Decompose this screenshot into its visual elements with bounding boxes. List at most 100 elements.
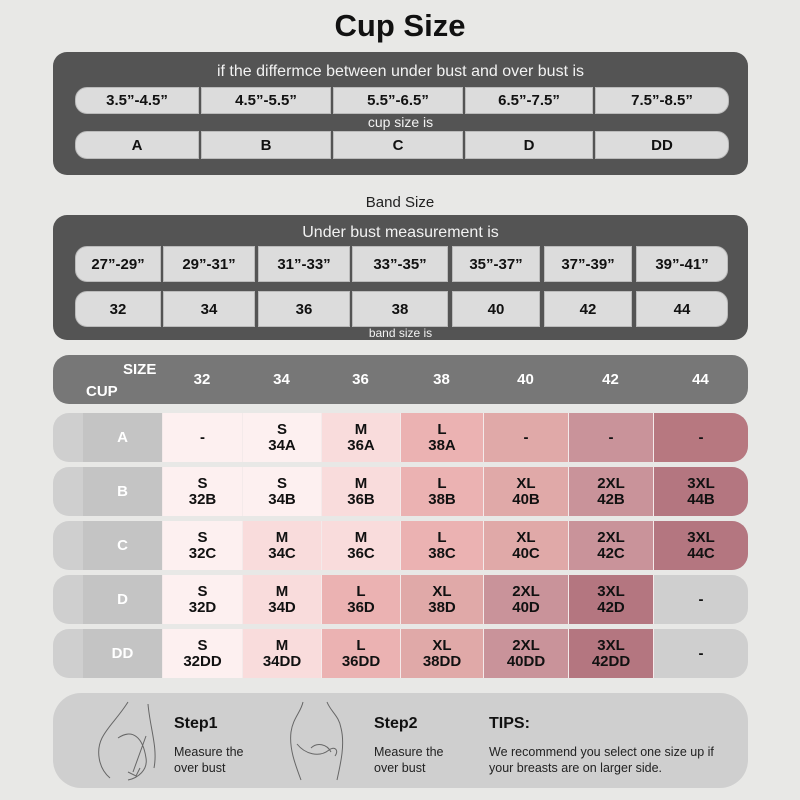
size-letter: L	[437, 474, 447, 492]
column-header-34: 34	[273, 371, 290, 388]
cup-panel-sub: cup size is	[367, 114, 434, 130]
table-row: DD S 32DD M 34DD L 36DD XL 38DD 2XL 40DD 3XL 42DD -	[53, 629, 748, 678]
size-letter: XL	[516, 528, 536, 546]
band-number-chip: 40	[452, 291, 540, 327]
size-code: 38A	[428, 436, 456, 454]
size-letter: M	[275, 582, 289, 600]
band-range-chip: 29”-31”	[163, 246, 255, 282]
band-number-chip: 34	[163, 291, 255, 327]
tips-text-line2: your breasts are on larger side.	[489, 761, 663, 775]
size-letter: M	[354, 528, 368, 546]
band-number-chip: 44	[636, 291, 728, 327]
size-cell: 3XL 44B	[653, 467, 748, 516]
table-row: A - S 34A M 36A L 38A - - -	[53, 413, 748, 462]
cup-range-chip: 4.5”-5.5”	[201, 87, 331, 114]
measure-bust-illustration-icon	[290, 701, 344, 781]
size-letter: -	[608, 428, 614, 446]
cup-label: DD	[83, 629, 162, 678]
cup-header-label: CUP	[86, 383, 118, 400]
size-code: 34D	[268, 598, 296, 616]
column-header-44: 44	[692, 371, 709, 388]
tips-text-line1: We recommend you select one size up if	[489, 745, 714, 759]
size-letter: M	[354, 474, 368, 492]
size-letter: 3XL	[597, 636, 625, 654]
measurement-instructions: Step1 Measure the over bust Step2 Measur…	[53, 693, 748, 788]
size-cell: -	[653, 629, 748, 678]
size-cell: 2XL 40D	[483, 575, 568, 624]
measure-over-bust-illustration-icon	[98, 701, 156, 781]
cup-letter-chip: C	[333, 131, 463, 159]
size-cell: 2XL 42B	[568, 467, 653, 516]
size-cell: L 38B	[400, 467, 483, 516]
cup-letter-chip: D	[465, 131, 593, 159]
size-letter: L	[437, 420, 447, 438]
size-code: 44B	[687, 490, 715, 508]
band-number-chip: 36	[258, 291, 350, 327]
size-code: 40D	[512, 598, 540, 616]
table-row: C S 32C M 34C M 36C L 38C XL 40C 2XL 42C 3XL 44C	[53, 521, 748, 570]
cup-panel-heading: if the differmce between under bust and …	[216, 63, 585, 80]
page-title: Cup Size	[334, 8, 466, 43]
size-table-header: SIZE CUP 32 34 36 38 40 42 44	[53, 355, 748, 404]
size-cell: M 36C	[321, 521, 400, 570]
size-code: 36C	[347, 544, 375, 562]
size-header-label: SIZE	[123, 361, 157, 378]
size-code: 36DD	[341, 652, 381, 670]
size-cell: M 36A	[321, 413, 400, 462]
column-header-42: 42	[602, 371, 619, 388]
table-row: D S 32D M 34D L 36D XL 38D 2XL 40D 3XL 42D -	[53, 575, 748, 624]
band-number-chip: 38	[352, 291, 448, 327]
band-panel-sub: band size is	[368, 326, 433, 340]
size-cell: S 34A	[242, 413, 321, 462]
column-header-36: 36	[352, 371, 369, 388]
size-letter: S	[197, 528, 208, 546]
cup-range-chip: 7.5”-8.5”	[595, 87, 729, 114]
size-letter: 2XL	[512, 636, 540, 654]
size-cell: L 38C	[400, 521, 483, 570]
size-code: 32C	[188, 544, 217, 562]
size-letter: -	[698, 644, 704, 662]
size-code: 32B	[188, 490, 217, 508]
size-letter: XL	[432, 582, 452, 600]
size-code: 34B	[268, 490, 296, 508]
size-code: 42D	[597, 598, 625, 616]
band-number-chip: 42	[544, 291, 632, 327]
size-code: 32DD	[183, 652, 222, 670]
size-cell: S 32C	[162, 521, 242, 570]
band-range-chip: 27”-29”	[75, 246, 161, 282]
cup-label: B	[83, 467, 162, 516]
size-letter: 3XL	[597, 582, 625, 600]
size-code: 40DD	[506, 652, 546, 670]
size-code: 42C	[597, 544, 625, 562]
size-cell: L 38A	[400, 413, 483, 462]
size-code: 38B	[428, 490, 456, 508]
cup-label: C	[83, 521, 162, 570]
size-code: 34C	[268, 544, 296, 562]
size-letter: M	[275, 636, 289, 654]
size-letter: -	[200, 428, 205, 446]
size-cell: XL 40C	[483, 521, 568, 570]
band-range-chip: 31”-33”	[258, 246, 350, 282]
cup-panel: if the differmce between under bust and …	[53, 52, 748, 175]
size-cell: M 34DD	[242, 629, 321, 678]
size-cell: S 32B	[162, 467, 242, 516]
size-cell: L 36D	[321, 575, 400, 624]
size-code: 36B	[347, 490, 375, 508]
size-letter: 3XL	[687, 474, 715, 492]
step2-text-line2: over bust	[374, 761, 426, 775]
size-letter: S	[197, 636, 208, 654]
size-letter: 3XL	[687, 528, 715, 546]
column-header-38: 38	[433, 371, 450, 388]
size-cell: -	[483, 413, 568, 462]
band-range-chip: 37”-39”	[544, 246, 632, 282]
size-code: 36D	[347, 598, 375, 616]
cup-range-chip: 5.5”-6.5”	[333, 87, 463, 114]
step2-title: Step2	[374, 715, 418, 732]
size-code: 34A	[268, 436, 296, 454]
size-cell: -	[653, 413, 748, 462]
step1-text-line2: over bust	[174, 761, 226, 775]
size-cell: -	[653, 575, 748, 624]
size-letter: M	[354, 420, 368, 438]
size-code: 38C	[428, 544, 456, 562]
size-cell: M 36B	[321, 467, 400, 516]
